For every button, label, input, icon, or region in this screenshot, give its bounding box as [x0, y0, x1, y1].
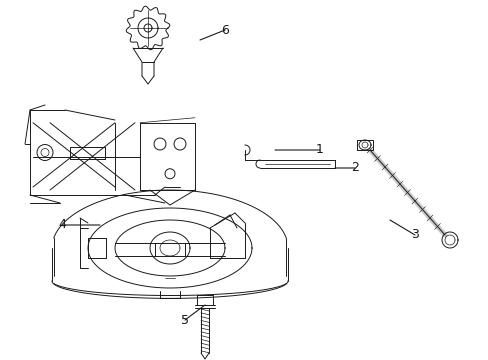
Text: 4: 4 — [58, 219, 66, 231]
Text: 5: 5 — [181, 314, 189, 327]
Text: 2: 2 — [350, 162, 358, 175]
Text: 6: 6 — [221, 23, 228, 36]
Text: 1: 1 — [315, 144, 323, 157]
Text: 3: 3 — [410, 229, 418, 242]
